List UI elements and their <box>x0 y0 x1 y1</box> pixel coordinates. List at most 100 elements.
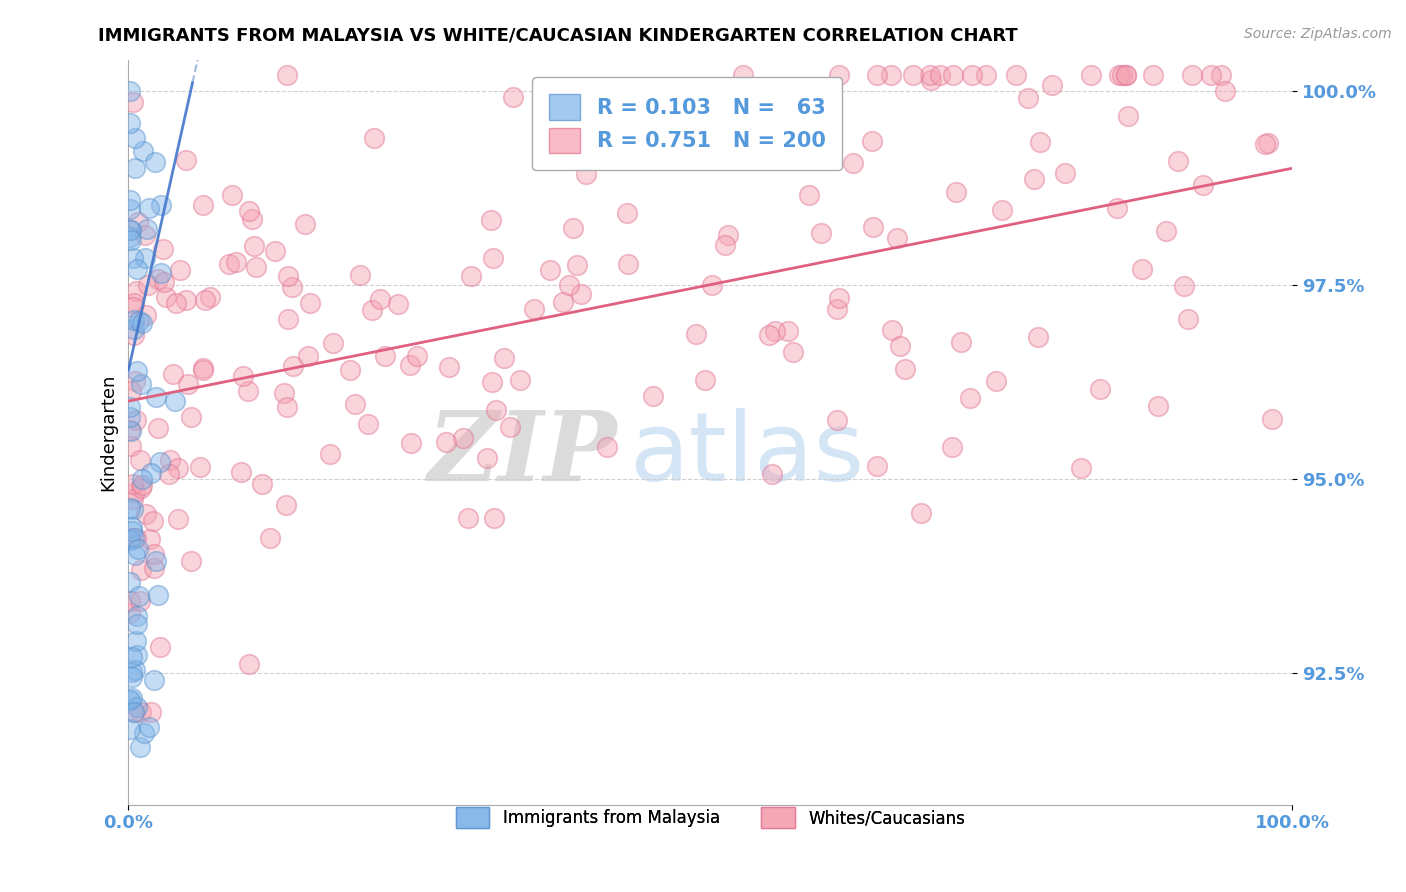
Point <box>145 554 167 568</box>
Point <box>1213 85 1236 99</box>
Point <box>118 202 141 216</box>
Text: ZIP: ZIP <box>427 408 617 501</box>
Point <box>121 665 143 679</box>
Point <box>121 502 143 516</box>
Point <box>141 705 163 719</box>
Point <box>880 323 903 337</box>
Point <box>1017 91 1039 105</box>
Point <box>127 215 149 229</box>
Point <box>120 223 142 237</box>
Point <box>406 349 429 363</box>
Point <box>121 691 143 706</box>
Point <box>1029 135 1052 149</box>
Point <box>810 226 832 240</box>
Point <box>617 256 640 270</box>
Point <box>125 609 148 624</box>
Point <box>122 476 145 491</box>
Point <box>297 349 319 363</box>
Point <box>475 450 498 465</box>
Point <box>162 368 184 382</box>
Point <box>457 511 479 525</box>
Y-axis label: Kindergarten: Kindergarten <box>100 374 117 491</box>
Point <box>118 229 141 244</box>
Point <box>374 350 396 364</box>
Point <box>827 413 849 427</box>
Point <box>125 648 148 663</box>
Point <box>122 313 145 327</box>
Point <box>1118 110 1140 124</box>
Point <box>569 286 592 301</box>
Point <box>120 425 142 439</box>
Point <box>121 524 143 538</box>
Point <box>357 417 380 431</box>
Point <box>509 374 531 388</box>
Point <box>479 213 502 227</box>
Point <box>886 231 908 245</box>
Point <box>236 384 259 399</box>
Point <box>124 484 146 499</box>
Point <box>146 588 169 602</box>
Point <box>399 436 422 450</box>
Point <box>129 739 152 754</box>
Text: Source: ZipAtlas.com: Source: ZipAtlas.com <box>1244 27 1392 41</box>
Point <box>439 359 461 374</box>
Point <box>193 198 215 212</box>
Point <box>139 467 162 481</box>
Point <box>136 277 159 292</box>
Point <box>865 458 887 473</box>
Point <box>163 394 186 409</box>
Point <box>349 268 371 282</box>
Point <box>434 435 457 450</box>
Point <box>232 368 254 383</box>
Point <box>121 491 143 506</box>
Point <box>231 465 253 479</box>
Point <box>1053 166 1076 180</box>
Point <box>120 693 142 707</box>
Point <box>134 227 156 242</box>
Point <box>481 252 503 266</box>
Point <box>167 512 190 526</box>
Point <box>1254 137 1277 152</box>
Point <box>714 238 737 252</box>
Point <box>631 141 654 155</box>
Point <box>717 228 740 243</box>
Point <box>122 322 145 336</box>
Point <box>1147 400 1170 414</box>
Point <box>494 351 516 366</box>
Point <box>277 269 299 284</box>
Point <box>118 531 141 545</box>
Point <box>523 301 546 316</box>
Point <box>149 455 172 469</box>
Point <box>124 548 146 562</box>
Point <box>1005 68 1028 82</box>
Point <box>138 720 160 734</box>
Point <box>143 673 166 688</box>
Point <box>945 185 967 199</box>
Point <box>828 291 851 305</box>
Point <box>142 561 165 575</box>
Point <box>118 606 141 620</box>
Point <box>959 391 981 405</box>
Point <box>118 400 141 414</box>
Point <box>121 251 143 265</box>
Point <box>460 269 482 284</box>
Point <box>733 68 755 82</box>
Point <box>558 277 581 292</box>
Point <box>1261 412 1284 426</box>
Point <box>595 440 617 454</box>
Point <box>180 554 202 568</box>
Point <box>124 161 146 175</box>
Point <box>128 589 150 603</box>
Point <box>616 206 638 220</box>
Point <box>134 251 156 265</box>
Point <box>131 316 153 330</box>
Point <box>866 68 889 82</box>
Point <box>120 222 142 236</box>
Point <box>127 541 149 556</box>
Point <box>485 403 508 417</box>
Point <box>135 308 157 322</box>
Point <box>782 345 804 359</box>
Point <box>152 242 174 256</box>
Point <box>153 275 176 289</box>
Point <box>1154 224 1177 238</box>
